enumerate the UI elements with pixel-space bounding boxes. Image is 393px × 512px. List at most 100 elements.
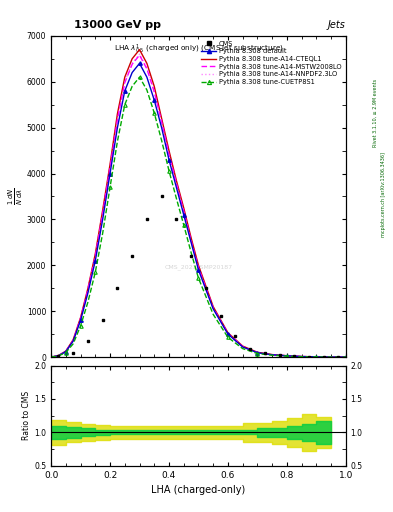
Pythia 8.308 default — [255, 350, 260, 356]
CMS — [218, 313, 223, 319]
Line: Pythia 8.308 default: Pythia 8.308 default — [50, 61, 347, 359]
Pythia 8.308 default — [56, 353, 61, 359]
Pythia 8.308 tune-A14-MSTW2008LO — [211, 305, 216, 311]
Pythia 8.308 tune-A14-MSTW2008LO — [71, 337, 75, 344]
Pythia 8.308 tune-A14-CTEQL1 — [137, 47, 142, 53]
CMS — [174, 217, 179, 223]
Pythia 8.308 tune-CUETP8S1 — [182, 222, 186, 228]
CMS — [71, 349, 75, 355]
CMS — [204, 285, 208, 291]
Pythia 8.308 default — [314, 354, 319, 360]
Pythia 8.308 tune-A14-NNPDF2.3LO — [241, 344, 245, 350]
Pythia 8.308 tune-A14-MSTW2008LO — [93, 253, 98, 259]
Pythia 8.308 tune-A14-CTEQL1 — [329, 354, 333, 360]
Pythia 8.308 tune-A14-CTEQL1 — [152, 83, 156, 90]
Pythia 8.308 tune-A14-NNPDF2.3LO — [137, 51, 142, 57]
Pythia 8.308 tune-A14-MSTW2008LO — [56, 352, 61, 358]
Pythia 8.308 tune-A14-MSTW2008LO — [123, 79, 127, 86]
Pythia 8.308 tune-A14-CTEQL1 — [130, 56, 134, 62]
CMS — [189, 253, 193, 259]
Pythia 8.308 tune-A14-CTEQL1 — [49, 354, 53, 360]
Pythia 8.308 tune-A14-CTEQL1 — [211, 304, 216, 310]
Pythia 8.308 tune-A14-NNPDF2.3LO — [130, 60, 134, 67]
Pythia 8.308 default — [211, 306, 216, 312]
Pythia 8.308 tune-CUETP8S1 — [137, 74, 142, 80]
Pythia 8.308 tune-A14-CTEQL1 — [189, 234, 193, 241]
Pythia 8.308 tune-A14-MSTW2008LO — [78, 315, 83, 322]
Text: Jets: Jets — [328, 20, 346, 31]
CMS — [130, 253, 134, 259]
Pythia 8.308 default — [343, 354, 348, 360]
Pythia 8.308 tune-A14-NNPDF2.3LO — [329, 354, 333, 360]
Pythia 8.308 default — [226, 331, 230, 337]
Pythia 8.308 tune-A14-MSTW2008LO — [226, 330, 230, 336]
Pythia 8.308 tune-A14-MSTW2008LO — [167, 151, 171, 157]
Pythia 8.308 tune-A14-NNPDF2.3LO — [299, 353, 304, 359]
Pythia 8.308 tune-A14-MSTW2008LO — [159, 119, 164, 125]
CMS — [307, 354, 311, 360]
Y-axis label: Ratio to CMS: Ratio to CMS — [22, 391, 31, 440]
Pythia 8.308 tune-A14-CTEQL1 — [159, 115, 164, 121]
Pythia 8.308 tune-CUETP8S1 — [93, 269, 98, 275]
X-axis label: LHA (charged-only): LHA (charged-only) — [151, 485, 246, 495]
Pythia 8.308 tune-A14-CTEQL1 — [255, 349, 260, 355]
Pythia 8.308 tune-A14-CTEQL1 — [226, 330, 230, 336]
Pythia 8.308 default — [145, 74, 149, 80]
Pythia 8.308 tune-CUETP8S1 — [174, 195, 179, 201]
Pythia 8.308 default — [174, 184, 179, 190]
Text: mcplots.cern.ch [arXiv:1306.3436]: mcplots.cern.ch [arXiv:1306.3436] — [381, 152, 386, 237]
Pythia 8.308 tune-CUETP8S1 — [108, 184, 112, 190]
Pythia 8.308 default — [285, 353, 289, 359]
Pythia 8.308 tune-CUETP8S1 — [196, 275, 201, 281]
Pythia 8.308 tune-A14-NNPDF2.3LO — [343, 354, 348, 360]
Pythia 8.308 tune-A14-NNPDF2.3LO — [314, 354, 319, 360]
Pythia 8.308 tune-A14-MSTW2008LO — [314, 354, 319, 360]
Pythia 8.308 tune-A14-NNPDF2.3LO — [182, 208, 186, 214]
Text: LHA $\lambda^{1}_{0.5}$ (charged only) (CMS jet substructure): LHA $\lambda^{1}_{0.5}$ (charged only) (… — [114, 42, 283, 56]
Pythia 8.308 tune-A14-NNPDF2.3LO — [56, 352, 61, 358]
Pythia 8.308 tune-CUETP8S1 — [64, 349, 68, 355]
Pythia 8.308 tune-A14-NNPDF2.3LO — [189, 237, 193, 243]
Pythia 8.308 tune-CUETP8S1 — [343, 354, 348, 360]
Text: 13000 GeV pp: 13000 GeV pp — [74, 20, 162, 31]
CMS — [233, 333, 238, 339]
CMS — [248, 346, 252, 352]
Pythia 8.308 default — [182, 212, 186, 218]
Pythia 8.308 default — [49, 354, 53, 360]
Text: Rivet 3.1.10, ≥ 2.9M events: Rivet 3.1.10, ≥ 2.9M events — [373, 78, 378, 147]
CMS — [100, 317, 105, 324]
Pythia 8.308 tune-CUETP8S1 — [255, 350, 260, 356]
Pythia 8.308 tune-A14-NNPDF2.3LO — [49, 354, 53, 360]
CMS — [336, 354, 341, 360]
Pythia 8.308 default — [270, 352, 275, 358]
Pythia 8.308 default — [196, 267, 201, 273]
Pythia 8.308 tune-A14-MSTW2008LO — [299, 353, 304, 359]
Pythia 8.308 tune-CUETP8S1 — [123, 101, 127, 108]
Pythia 8.308 tune-A14-MSTW2008LO — [100, 210, 105, 217]
Pythia 8.308 default — [100, 217, 105, 223]
Pythia 8.308 tune-A14-NNPDF2.3LO — [108, 163, 112, 169]
Pythia 8.308 tune-CUETP8S1 — [100, 230, 105, 236]
Pythia 8.308 tune-CUETP8S1 — [56, 353, 61, 359]
Pythia 8.308 default — [86, 290, 90, 296]
Pythia 8.308 tune-A14-MSTW2008LO — [108, 164, 112, 170]
Pythia 8.308 tune-A14-CTEQL1 — [108, 161, 112, 167]
CMS — [86, 338, 90, 344]
CMS — [56, 353, 61, 359]
Pythia 8.308 tune-A14-CTEQL1 — [123, 74, 127, 80]
Line: Pythia 8.308 tune-A14-NNPDF2.3LO: Pythia 8.308 tune-A14-NNPDF2.3LO — [51, 54, 346, 357]
Pythia 8.308 tune-A14-NNPDF2.3LO — [145, 65, 149, 71]
Pythia 8.308 tune-A14-NNPDF2.3LO — [159, 118, 164, 124]
Pythia 8.308 tune-A14-NNPDF2.3LO — [64, 348, 68, 354]
Pythia 8.308 tune-CUETP8S1 — [226, 334, 230, 340]
CMS — [159, 194, 164, 200]
Pythia 8.308 tune-CUETP8S1 — [314, 354, 319, 360]
Pythia 8.308 tune-A14-MSTW2008LO — [255, 350, 260, 356]
Pythia 8.308 tune-A14-NNPDF2.3LO — [78, 315, 83, 322]
Pythia 8.308 tune-CUETP8S1 — [159, 137, 164, 143]
Pythia 8.308 tune-A14-CTEQL1 — [56, 352, 61, 358]
Pythia 8.308 default — [152, 97, 156, 103]
Pythia 8.308 default — [108, 170, 112, 177]
Pythia 8.308 tune-A14-CTEQL1 — [182, 205, 186, 211]
Pythia 8.308 tune-A14-MSTW2008LO — [174, 180, 179, 186]
